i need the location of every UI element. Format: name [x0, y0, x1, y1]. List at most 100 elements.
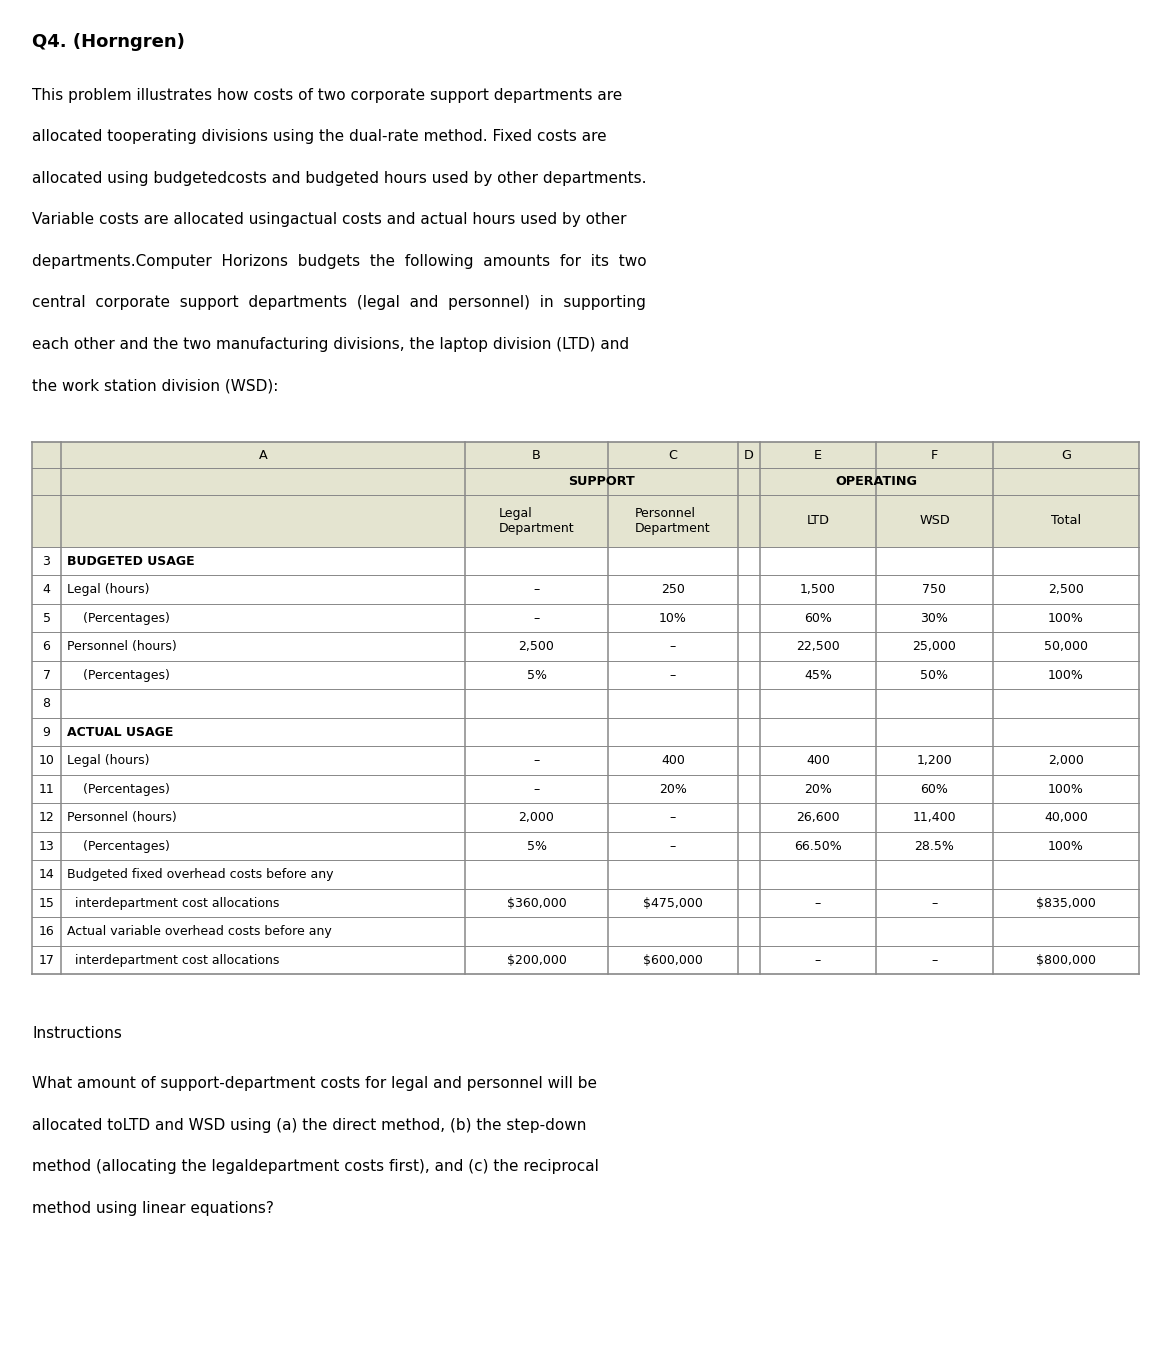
Text: $360,000: $360,000	[507, 897, 567, 910]
Text: 5%: 5%	[527, 669, 547, 681]
Text: departments.Computer  Horizons  budgets  the  following  amounts  for  its  two: departments.Computer Horizons budgets th…	[32, 254, 646, 269]
Text: central  corporate  support  departments  (legal  and  personnel)  in  supportin: central corporate support departments (l…	[32, 295, 646, 311]
Text: $600,000: $600,000	[643, 953, 703, 967]
Text: $200,000: $200,000	[507, 953, 567, 967]
Text: interdepartment cost allocations: interdepartment cost allocations	[67, 897, 280, 910]
Bar	[32, 468, 1139, 495]
Text: Legal (hours): Legal (hours)	[67, 583, 150, 596]
Text: 66.50%: 66.50%	[794, 840, 842, 852]
Text: 16: 16	[39, 925, 54, 938]
Text: 8: 8	[42, 698, 50, 710]
Text: method (allocating the legaldepartment costs first), and (c) the reciprocal: method (allocating the legaldepartment c…	[32, 1160, 598, 1175]
Bar	[32, 661, 1139, 689]
Text: 10%: 10%	[659, 611, 687, 625]
Text: 60%: 60%	[804, 611, 831, 625]
Text: (Percentages): (Percentages)	[67, 782, 170, 796]
Text: BUDGETED USAGE: BUDGETED USAGE	[67, 555, 194, 568]
Bar	[32, 632, 1139, 661]
Text: (Percentages): (Percentages)	[67, 669, 170, 681]
Text: –: –	[815, 953, 821, 967]
Text: $800,000: $800,000	[1036, 953, 1096, 967]
Text: F: F	[931, 449, 938, 462]
Text: 2,500: 2,500	[1048, 583, 1084, 596]
Bar	[32, 747, 1139, 776]
Text: ACTUAL USAGE: ACTUAL USAGE	[67, 726, 173, 739]
Text: 100%: 100%	[1048, 611, 1084, 625]
Text: 30%: 30%	[920, 611, 949, 625]
Text: allocated using budgetedcosts and budgeted hours used by other departments.: allocated using budgetedcosts and budget…	[32, 171, 646, 186]
Bar	[32, 718, 1139, 747]
Text: 28.5%: 28.5%	[915, 840, 954, 852]
Bar	[32, 803, 1139, 832]
Text: Legal
Department: Legal Department	[499, 508, 574, 535]
Bar	[32, 576, 1139, 605]
Text: 2,000: 2,000	[519, 811, 554, 825]
Bar	[32, 860, 1139, 889]
Text: 11,400: 11,400	[912, 811, 957, 825]
Text: Personnel (hours): Personnel (hours)	[67, 811, 177, 825]
Text: 22,500: 22,500	[796, 640, 840, 654]
Text: (Percentages): (Percentages)	[67, 611, 170, 625]
Text: 10: 10	[39, 754, 54, 767]
Text: –: –	[670, 669, 676, 681]
Text: Personnel
Department: Personnel Department	[635, 508, 711, 535]
Text: –: –	[533, 754, 540, 767]
Bar	[32, 689, 1139, 718]
Text: This problem illustrates how costs of two corporate support departments are: This problem illustrates how costs of tw…	[32, 88, 622, 103]
Text: 5%: 5%	[527, 840, 547, 852]
Text: –: –	[533, 611, 540, 625]
Text: WSD: WSD	[919, 514, 950, 528]
Text: 2,500: 2,500	[519, 640, 554, 654]
Bar	[32, 442, 1139, 468]
Bar	[32, 776, 1139, 803]
Text: 750: 750	[923, 583, 946, 596]
Text: 15: 15	[39, 897, 54, 910]
Text: each other and the two manufacturing divisions, the laptop division (LTD) and: each other and the two manufacturing div…	[32, 337, 629, 352]
Text: Legal (hours): Legal (hours)	[67, 754, 150, 767]
Text: 100%: 100%	[1048, 840, 1084, 852]
Text: the work station division (WSD):: the work station division (WSD):	[32, 379, 279, 394]
Text: 1,500: 1,500	[800, 583, 836, 596]
Text: Personnel (hours): Personnel (hours)	[67, 640, 177, 654]
Text: allocated toLTD and WSD using (a) the direct method, (b) the step-down: allocated toLTD and WSD using (a) the di…	[32, 1118, 587, 1133]
Text: Variable costs are allocated usingactual costs and actual hours used by other: Variable costs are allocated usingactual…	[32, 212, 626, 227]
Text: What amount of support-department costs for legal and personnel will be: What amount of support-department costs …	[32, 1077, 597, 1092]
Text: Total: Total	[1050, 514, 1081, 528]
Bar	[32, 605, 1139, 632]
Text: 12: 12	[39, 811, 54, 825]
Text: –: –	[931, 897, 938, 910]
Text: 40,000: 40,000	[1045, 811, 1088, 825]
Text: $835,000: $835,000	[1036, 897, 1096, 910]
Text: Instructions: Instructions	[32, 1026, 122, 1041]
Bar	[32, 918, 1139, 947]
Text: 11: 11	[39, 782, 54, 796]
Text: –: –	[670, 640, 676, 654]
Text: method using linear equations?: method using linear equations?	[32, 1201, 274, 1216]
Text: 100%: 100%	[1048, 669, 1084, 681]
Text: (Percentages): (Percentages)	[67, 840, 170, 852]
Text: 45%: 45%	[804, 669, 831, 681]
Text: B: B	[532, 449, 541, 462]
Text: G: G	[1061, 449, 1071, 462]
Text: 9: 9	[42, 726, 50, 739]
Text: 25,000: 25,000	[912, 640, 957, 654]
Text: 7: 7	[42, 669, 50, 681]
Text: 400: 400	[662, 754, 685, 767]
Text: E: E	[814, 449, 822, 462]
Text: 400: 400	[806, 754, 830, 767]
Text: 2,000: 2,000	[1048, 754, 1084, 767]
Text: –: –	[533, 583, 540, 596]
Text: OPERATING: OPERATING	[835, 475, 918, 488]
Text: 1,200: 1,200	[917, 754, 952, 767]
Text: –: –	[670, 811, 676, 825]
Text: –: –	[670, 840, 676, 852]
Text: Q4. (Horngren): Q4. (Horngren)	[32, 33, 185, 51]
Text: 3: 3	[42, 555, 50, 568]
Text: 14: 14	[39, 869, 54, 881]
Text: D: D	[744, 449, 754, 462]
Text: interdepartment cost allocations: interdepartment cost allocations	[67, 953, 280, 967]
Text: Actual variable overhead costs before any: Actual variable overhead costs before an…	[67, 925, 331, 938]
Text: 5: 5	[42, 611, 50, 625]
Text: –: –	[533, 782, 540, 796]
Text: SUPPORT: SUPPORT	[568, 475, 635, 488]
